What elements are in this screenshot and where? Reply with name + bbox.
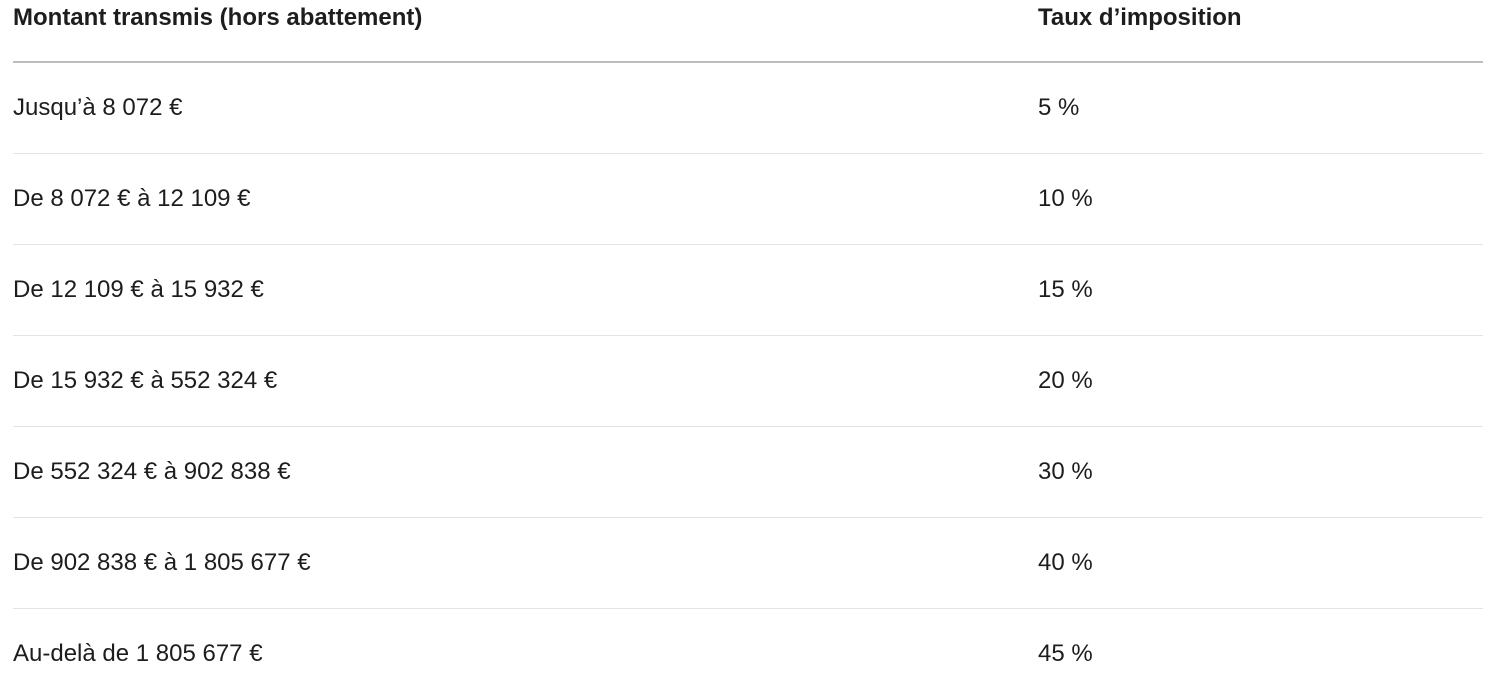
amount-cell: De 15 932 € à 552 324 €: [13, 336, 1038, 427]
rate-cell: 15 %: [1038, 245, 1483, 336]
rate-cell: 10 %: [1038, 154, 1483, 245]
table-row: De 902 838 € à 1 805 677 €40 %: [13, 518, 1483, 609]
amount-cell: De 12 109 € à 15 932 €: [13, 245, 1038, 336]
table-row: Jusqu’à 8 072 €5 %: [13, 62, 1483, 154]
amount-cell: De 552 324 € à 902 838 €: [13, 427, 1038, 518]
table-header-row: Montant transmis (hors abattement) Taux …: [13, 0, 1483, 62]
rate-cell: 5 %: [1038, 62, 1483, 154]
table-row: De 8 072 € à 12 109 €10 %: [13, 154, 1483, 245]
table-row: De 15 932 € à 552 324 €20 %: [13, 336, 1483, 427]
amount-cell: Au-delà de 1 805 677 €: [13, 609, 1038, 699]
table-row: Au-delà de 1 805 677 €45 %: [13, 609, 1483, 699]
header-rate: Taux d’imposition: [1038, 0, 1483, 62]
rate-cell: 20 %: [1038, 336, 1483, 427]
table-row: De 552 324 € à 902 838 €30 %: [13, 427, 1483, 518]
tax-rate-table: Montant transmis (hors abattement) Taux …: [13, 0, 1483, 699]
rate-cell: 45 %: [1038, 609, 1483, 699]
amount-cell: De 8 072 € à 12 109 €: [13, 154, 1038, 245]
header-amount: Montant transmis (hors abattement): [13, 0, 1038, 62]
amount-cell: De 902 838 € à 1 805 677 €: [13, 518, 1038, 609]
rate-cell: 40 %: [1038, 518, 1483, 609]
amount-cell: Jusqu’à 8 072 €: [13, 62, 1038, 154]
table-row: De 12 109 € à 15 932 €15 %: [13, 245, 1483, 336]
rate-cell: 30 %: [1038, 427, 1483, 518]
